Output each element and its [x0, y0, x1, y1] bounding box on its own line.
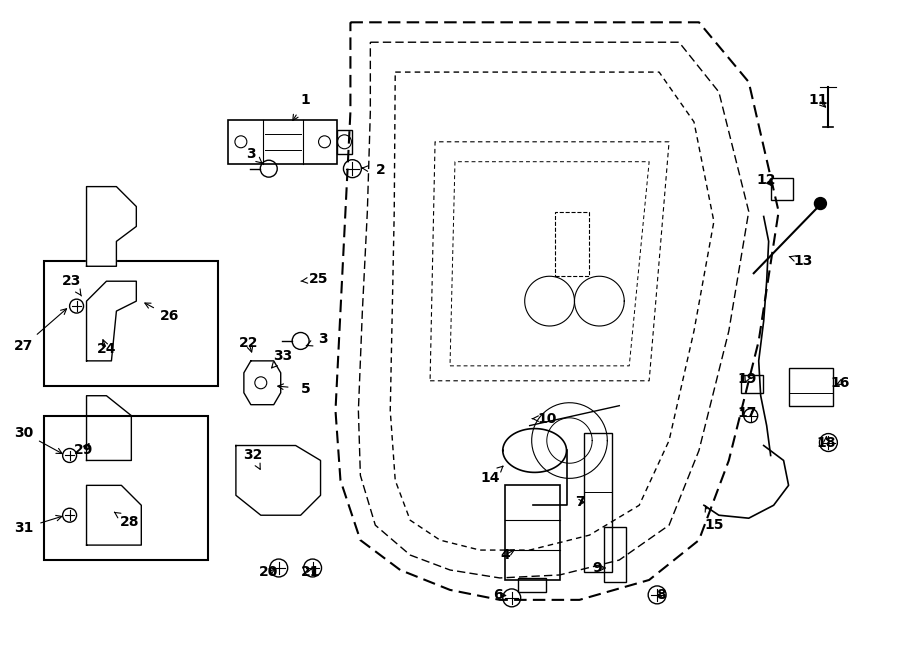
- Text: 3: 3: [318, 332, 328, 346]
- Text: 30: 30: [14, 426, 33, 440]
- Text: 9: 9: [592, 561, 602, 575]
- Bar: [505, 485, 560, 580]
- Text: 10: 10: [538, 412, 557, 426]
- Text: 18: 18: [816, 436, 836, 449]
- Text: 7: 7: [574, 495, 584, 509]
- Circle shape: [814, 198, 826, 210]
- Text: 19: 19: [737, 371, 756, 386]
- Bar: [554, 212, 590, 276]
- Bar: [44, 416, 208, 560]
- Text: 24: 24: [96, 342, 116, 356]
- Bar: [338, 130, 353, 154]
- Text: 3: 3: [246, 147, 256, 161]
- Text: 20: 20: [259, 565, 278, 579]
- Text: 25: 25: [309, 272, 328, 286]
- Polygon shape: [86, 186, 136, 266]
- Polygon shape: [236, 446, 320, 515]
- Bar: [604, 527, 626, 582]
- Text: 22: 22: [239, 336, 258, 350]
- Text: 29: 29: [74, 444, 94, 457]
- Text: 12: 12: [757, 173, 777, 186]
- Text: 15: 15: [704, 518, 724, 532]
- Bar: [228, 120, 338, 164]
- Text: 14: 14: [480, 471, 500, 485]
- Text: 32: 32: [243, 448, 263, 463]
- Text: 21: 21: [301, 565, 320, 579]
- Text: 33: 33: [273, 349, 292, 363]
- Text: 31: 31: [14, 521, 33, 535]
- Text: 16: 16: [831, 376, 850, 390]
- Bar: [741, 375, 762, 393]
- Polygon shape: [86, 281, 136, 361]
- Text: 13: 13: [794, 254, 814, 268]
- Text: 28: 28: [120, 515, 140, 529]
- Bar: [584, 432, 612, 572]
- Text: 26: 26: [159, 309, 179, 323]
- Text: 4: 4: [500, 548, 509, 562]
- Polygon shape: [244, 361, 281, 405]
- Text: 6: 6: [493, 588, 502, 602]
- Text: 5: 5: [301, 382, 310, 396]
- Text: 2: 2: [375, 163, 385, 176]
- Text: 8: 8: [656, 588, 666, 602]
- Bar: [518, 578, 545, 592]
- Bar: [44, 261, 218, 386]
- Text: 11: 11: [809, 93, 828, 107]
- Text: 23: 23: [62, 274, 81, 288]
- Text: 1: 1: [301, 93, 310, 107]
- Text: 27: 27: [14, 339, 33, 353]
- Text: 17: 17: [737, 406, 756, 420]
- Bar: [770, 178, 793, 200]
- Bar: [788, 368, 833, 406]
